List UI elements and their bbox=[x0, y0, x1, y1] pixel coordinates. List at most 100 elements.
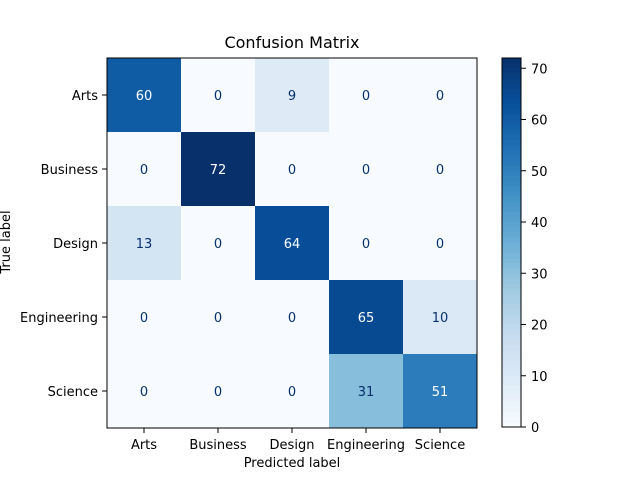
heatmap-cell bbox=[107, 58, 181, 132]
colorbar-segment bbox=[502, 232, 521, 238]
heatmap-cell bbox=[329, 206, 403, 280]
colorbar-segment bbox=[502, 329, 521, 336]
colorbar-segment bbox=[502, 181, 521, 187]
colorbar-segment bbox=[502, 155, 521, 161]
colorbar-segment bbox=[502, 257, 521, 264]
colorbar-segment bbox=[502, 211, 521, 218]
cell-value-label: 0 bbox=[140, 385, 148, 400]
colorbar: 0 10 20 30 40 50 60 70 bbox=[501, 57, 548, 436]
y-axis-label: True label bbox=[0, 210, 14, 274]
colorbar-segment bbox=[502, 411, 521, 418]
colorbar-segment bbox=[502, 78, 521, 85]
heatmap-cell bbox=[403, 206, 477, 280]
colorbar-segment bbox=[502, 99, 521, 105]
colorbar-segment bbox=[502, 268, 521, 274]
colorbar-segment bbox=[502, 298, 521, 305]
cell-value-label: 0 bbox=[214, 385, 222, 400]
cell-value-label: 13 bbox=[136, 237, 153, 252]
cell-value-label: 10 bbox=[432, 311, 449, 326]
y-tick-label: Engineering bbox=[20, 311, 98, 326]
colorbar-segment bbox=[502, 134, 521, 141]
cell-value-label: 0 bbox=[436, 237, 444, 252]
heatmap-cell bbox=[329, 132, 403, 206]
colorbar-segment bbox=[502, 186, 521, 192]
heatmap-cell bbox=[181, 280, 255, 354]
heatmap-cell bbox=[181, 132, 255, 206]
colorbar-segment bbox=[502, 119, 521, 126]
cell-value-label: 60 bbox=[136, 89, 153, 104]
cell-value-label: 65 bbox=[358, 311, 375, 326]
colorbar-segment bbox=[502, 293, 521, 300]
colorbar-segment bbox=[502, 314, 521, 320]
colorbar-segment bbox=[502, 263, 521, 269]
x-tick-label: Business bbox=[189, 438, 247, 453]
colorbar-segment bbox=[502, 386, 521, 392]
colorbar-segment bbox=[502, 309, 521, 315]
colorbar-tick-label: 70 bbox=[531, 62, 548, 77]
colorbar-segment bbox=[502, 206, 521, 213]
heatmap-cell bbox=[403, 58, 477, 132]
heatmap-cell bbox=[329, 280, 403, 354]
cell-value-label: 0 bbox=[362, 89, 370, 104]
x-tick-label: Engineering bbox=[327, 438, 405, 453]
heatmap-cell bbox=[255, 354, 329, 428]
heatmap-cell bbox=[403, 354, 477, 428]
heatmap-cell bbox=[255, 132, 329, 206]
colorbar-segment bbox=[502, 242, 521, 249]
colorbar-segment bbox=[502, 93, 521, 100]
colorbar-segment bbox=[502, 109, 521, 115]
heatmap-cell bbox=[403, 280, 477, 354]
colorbar-segment bbox=[502, 124, 521, 131]
colorbar-segment bbox=[502, 68, 521, 74]
colorbar-segment bbox=[502, 283, 521, 290]
colorbar-segment bbox=[502, 370, 521, 377]
colorbar-segment bbox=[502, 165, 521, 172]
colorbar-segment bbox=[502, 196, 521, 202]
colorbar-segment bbox=[502, 150, 521, 156]
colorbar-segment bbox=[502, 201, 521, 208]
cell-value-label: 0 bbox=[362, 237, 370, 252]
heatmap-cell bbox=[403, 132, 477, 206]
colorbar-segment bbox=[502, 304, 521, 310]
heatmap-cell bbox=[181, 58, 255, 132]
heatmap-cell bbox=[107, 132, 181, 206]
colorbar-tick-label: 20 bbox=[531, 319, 548, 334]
cell-value-label: 51 bbox=[432, 385, 449, 400]
cell-value-label: 0 bbox=[214, 237, 222, 252]
colorbar-segment bbox=[502, 129, 521, 136]
y-tick-label: Arts bbox=[72, 89, 98, 104]
colorbar-segment bbox=[502, 88, 521, 95]
cell-value-label: 72 bbox=[210, 163, 227, 178]
colorbar-segment bbox=[502, 216, 521, 223]
colorbar-segment bbox=[502, 83, 521, 90]
cell-value-label: 31 bbox=[358, 385, 375, 400]
colorbar-segment bbox=[502, 355, 521, 361]
heatmap-cell bbox=[181, 206, 255, 280]
colorbar-segment bbox=[502, 170, 521, 177]
colorbar-segment bbox=[502, 73, 521, 79]
colorbar-segment bbox=[502, 421, 521, 428]
heatmap-cells: 60 0 9 0 0 0 72 0 0 0 13 0 64 0 0 0 0 0 65 10 0 0 0 31 51 bbox=[107, 58, 477, 428]
colorbar-tick-label: 40 bbox=[531, 216, 548, 231]
x-tick-label: Science bbox=[415, 438, 465, 453]
heatmap-axes: Arts Business Design Engineering Science Arts… bbox=[20, 57, 478, 453]
colorbar-segment bbox=[502, 145, 521, 151]
heatmap-cell bbox=[255, 58, 329, 132]
colorbar-segment bbox=[502, 140, 521, 146]
x-tick-label: Arts bbox=[131, 438, 157, 453]
y-tick-label: Business bbox=[41, 163, 99, 178]
cell-value-label: 64 bbox=[284, 237, 301, 252]
colorbar-segment bbox=[502, 288, 521, 295]
x-tick-label: Design bbox=[270, 438, 315, 453]
heatmap-cell bbox=[255, 280, 329, 354]
cell-value-label: 0 bbox=[288, 385, 296, 400]
colorbar-segment bbox=[502, 375, 521, 382]
colorbar-segment bbox=[502, 396, 521, 402]
colorbar-segment bbox=[502, 345, 521, 351]
colorbar-segment bbox=[502, 278, 521, 284]
colorbar-segment bbox=[502, 334, 521, 341]
heatmap-cell bbox=[107, 354, 181, 428]
heatmap-cell bbox=[107, 280, 181, 354]
colorbar-segment bbox=[502, 401, 521, 407]
